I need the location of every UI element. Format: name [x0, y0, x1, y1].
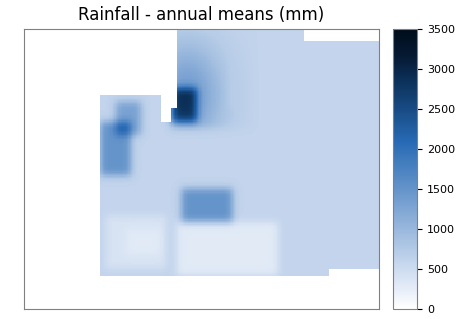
Title: Rainfall - annual means (mm): Rainfall - annual means (mm) — [78, 6, 325, 24]
